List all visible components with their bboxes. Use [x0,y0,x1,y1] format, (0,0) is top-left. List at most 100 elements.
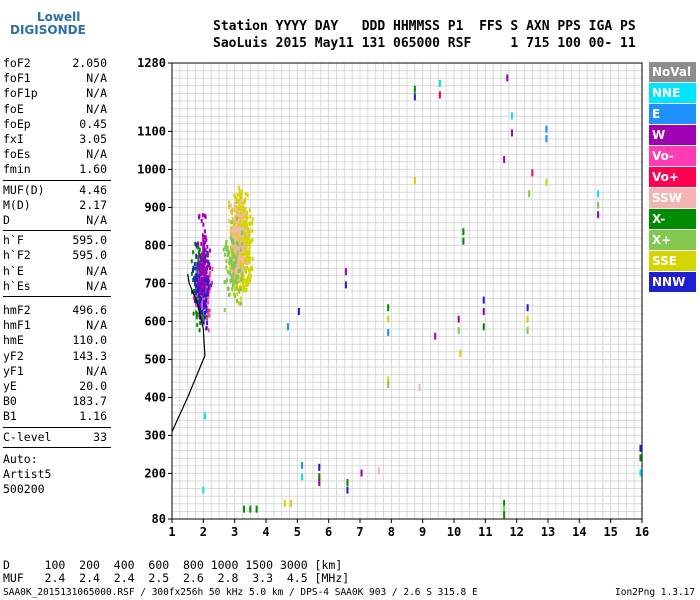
header-values: SaoLuis 2015 May11 131 065000 RSF 1 715 … [213,36,636,51]
echo-point [231,216,234,221]
echo-point [241,233,244,238]
param-value: 595.0 [72,233,107,248]
echo-point [597,214,600,219]
echo-point [224,280,227,285]
echo-point [198,261,201,266]
echo-point [283,502,286,507]
param-label: yF2 [3,348,24,363]
echo-point [239,212,242,217]
echo-point [245,282,248,287]
echo-point [545,178,548,183]
echo-point [203,300,206,305]
echo-point [318,473,321,478]
param-label: fmin [3,162,31,177]
echo-point [194,241,197,246]
echo-point [204,293,207,298]
echo-point [457,330,460,335]
echo-point [246,261,249,266]
y-tick-label: 300 [144,428,166,442]
echo-point [248,243,251,248]
echo-point [204,240,207,245]
echo-point [239,234,242,239]
echo-point [510,129,513,134]
param-value: N/A [86,318,107,333]
param-value: N/A [86,147,107,162]
param-label: yE [3,379,17,393]
echo-point [210,280,213,285]
echo-point [233,246,236,251]
echo-point [194,266,197,271]
echo-point [318,479,321,483]
echo-point [199,253,202,258]
echo-point [207,285,210,290]
legend-item: NNW [649,272,696,292]
legend-item: X+ [649,230,696,250]
echo-point [230,264,233,269]
echo-point [197,254,200,259]
echo-point [242,201,245,206]
echo-point [202,240,205,245]
echo-point [231,207,234,212]
echo-point [462,231,465,236]
x-tick-label: 6 [325,525,332,539]
echo-point [211,267,214,272]
echo-point [203,288,206,293]
echo-point [528,190,531,195]
echo-point [239,251,242,256]
param-row: MUF(D) 4.46 [3,183,107,199]
echo-point [200,315,203,320]
param-row: hmF1 N/A [3,318,107,334]
echo-point [232,266,235,271]
echo-point [225,240,228,245]
echo-point [202,296,205,301]
echo-point [249,508,252,513]
echo-point [196,322,199,327]
echo-point [503,511,506,516]
echo-point [238,192,241,197]
echo-point [241,221,244,226]
echo-point [243,212,246,217]
echo-point [233,267,236,272]
echo-point [244,242,247,247]
echo-point [202,282,205,287]
legend-item: X- [649,209,696,229]
echo-point [246,282,249,287]
echo-point [200,274,203,279]
param-label: foF1p [3,86,38,101]
echo-point [240,198,243,203]
echo-point [241,242,244,247]
param-label: M(D) [3,197,31,212]
echo-point [531,169,534,174]
echo-point [206,282,209,287]
echo-point [239,243,242,248]
echo-point [198,328,201,333]
echo-point [232,226,235,231]
echo-point [526,304,529,309]
echo-point [236,233,239,238]
echo-points [190,74,642,519]
echo-point [222,247,225,252]
echo-point [201,318,204,323]
echo-point [225,259,228,264]
echo-point [205,259,208,264]
echo-point [191,267,194,272]
x-tick-label: 13 [541,525,555,539]
echo-point [510,112,513,117]
echo-point [246,276,249,281]
echo-point [200,284,203,289]
clevel-label: C-level [3,429,52,444]
echo-point [204,235,207,240]
echo-point [194,273,197,278]
echo-point [190,271,193,276]
echo-point [251,228,254,233]
echo-point [346,489,349,494]
echo-point [526,315,529,320]
param-label: foF1 [3,71,31,86]
echo-point [200,291,203,296]
echo-point [203,260,206,265]
echo-point [197,286,200,291]
footer-info: SAA0K_2015131065000.RSF / 300fx256h 50 k… [3,587,478,598]
param-row: B1 1.16 [3,409,107,425]
echo-point [198,315,201,320]
echo-point [243,225,246,230]
